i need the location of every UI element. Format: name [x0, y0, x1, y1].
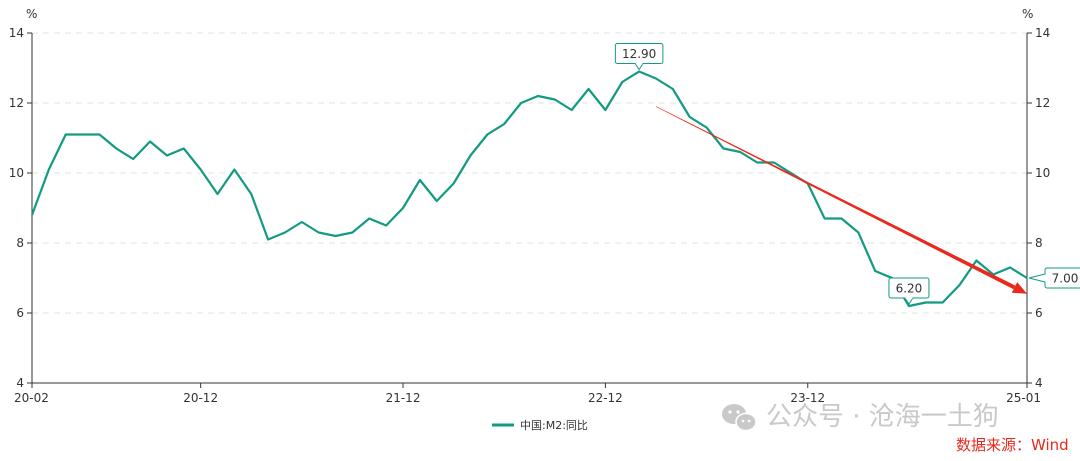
callout-label: 12.90	[622, 47, 656, 61]
series-line-m2	[30, 70, 1028, 308]
legend: 中国:M2:同比	[492, 419, 588, 432]
callout-pointer	[1028, 273, 1046, 283]
callout-12.90: 12.90	[614, 43, 664, 71]
callout-7.00: 7.00	[1028, 267, 1080, 289]
x-tick-label-25-01: 25-01	[1006, 391, 1041, 405]
y-tick-label-left-8: 8	[16, 236, 24, 250]
callout-6.20: 6.20	[888, 277, 930, 305]
series-layer	[30, 70, 1028, 308]
y-unit-right: %	[1022, 7, 1033, 21]
trend-arrow-body	[655, 106, 1016, 290]
axes: 4 4 6 6 8 8 10 10 12 12 14 14 20-02 20-12 21-12 22-12 23…	[9, 26, 1051, 405]
callout-pointer	[634, 63, 645, 71]
y-tick-label-right-14: 14	[1035, 26, 1050, 40]
x-tick-label-23-12: 23-12	[790, 391, 825, 405]
y-unit-left: %	[26, 7, 37, 21]
trend-arrow	[655, 106, 1027, 294]
watermark-text: 公众号 · 沧海一土狗	[766, 402, 999, 432]
y-tick-label-right-6: 6	[1035, 306, 1043, 320]
y-tick-label-left-10: 10	[9, 166, 24, 180]
trend-arrow-head	[1011, 282, 1027, 294]
grid	[32, 32, 1027, 314]
y-tick-label-right-4: 4	[1035, 376, 1043, 390]
watermark: 公众号 · 沧海一土狗	[722, 402, 999, 432]
callouts: 12.90 6.20 7.00	[614, 43, 1080, 305]
y-tick-label-right-12: 12	[1035, 96, 1050, 110]
y-tick-label-right-10: 10	[1035, 166, 1050, 180]
legend-label: 中国:M2:同比	[520, 419, 588, 432]
wechat-icon	[722, 404, 757, 432]
callout-label: 6.20	[896, 282, 923, 296]
x-tick-label-22-12: 22-12	[588, 391, 623, 405]
y-tick-label-left-4: 4	[16, 376, 24, 390]
x-tick-label-20-02: 20-02	[14, 391, 49, 405]
callout-label: 7.00	[1052, 272, 1079, 286]
y-tick-label-right-8: 8	[1035, 236, 1043, 250]
y-tick-label-left-14: 14	[9, 26, 24, 40]
y-tick-label-left-12: 12	[9, 96, 24, 110]
x-tick-label-20-12: 20-12	[183, 391, 218, 405]
source-text: 数据来源：Wind	[956, 436, 1069, 454]
y-tick-label-left-6: 6	[16, 306, 24, 320]
x-tick-label-21-12: 21-12	[386, 391, 421, 405]
